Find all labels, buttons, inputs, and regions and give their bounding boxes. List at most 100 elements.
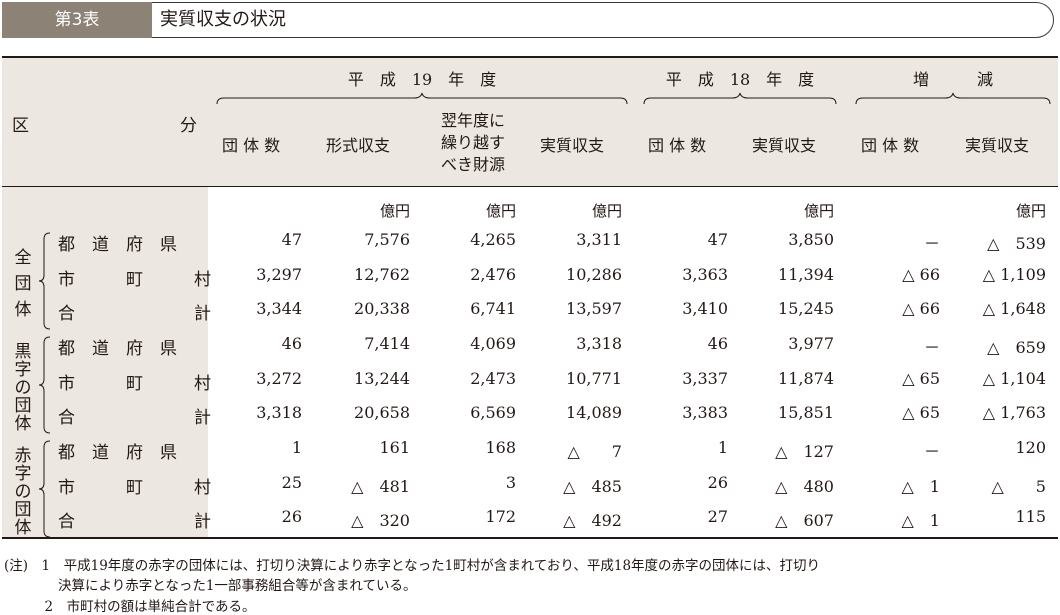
cell-h18-count: 1 (717, 438, 728, 457)
cell-h18-count: 3,383 (682, 403, 728, 423)
group-heading-h19: 平 成 19 年 度 (347, 70, 497, 89)
cell-h19-real: 14,089 (566, 403, 622, 423)
cell-h19-count: 26 (281, 507, 302, 527)
cell-change-real: 120 (1015, 438, 1046, 457)
cell-h19-real: 10,771 (566, 368, 622, 388)
cell-h19-carryover: 4,069 (470, 334, 516, 353)
row-label: 市 町 村 (58, 373, 211, 394)
col-h19-formal: 形式収支 (326, 136, 391, 155)
cell-h19-formal: 161 (379, 438, 410, 457)
header-bottom-rule (2, 186, 1058, 187)
cell-h18-count: 3,337 (682, 368, 728, 388)
cell-h19-formal: 7,414 (364, 334, 410, 353)
table-title: 実質収支の状況 (160, 9, 286, 30)
table-top-rule (2, 56, 1058, 58)
cell-h18-count: 27 (707, 507, 728, 527)
cell-h19-carryover: 6,569 (470, 403, 516, 423)
block-label: 赤字の団体 (14, 445, 32, 538)
cell-h18-real: △ 607 (775, 511, 834, 531)
col-h18-count: 団 体 数 (648, 136, 707, 155)
cell-change-real: △ 1,763 (982, 403, 1046, 423)
cell-h18-count: 3,410 (682, 299, 728, 319)
col-h19-real: 実質収支 (540, 136, 605, 155)
cell-change-real: △ 1,109 (982, 264, 1046, 284)
stub-label-ku: 区 (12, 116, 29, 136)
cell-change-count: － (923, 234, 940, 253)
unit-change-real: 億円 (1015, 202, 1046, 220)
stub-background (2, 187, 208, 537)
cell-h19-formal: 20,658 (354, 403, 410, 423)
block-brace (38, 336, 51, 434)
col-change-real: 実質収支 (965, 136, 1030, 155)
cell-change-real: △ 539 (987, 234, 1046, 253)
cell-h19-formal: △ 320 (351, 511, 410, 531)
cell-h19-formal: 12,762 (354, 264, 410, 284)
cell-change-count: － (923, 442, 940, 461)
cell-h19-carryover: 168 (485, 438, 516, 457)
cell-h19-real: △ 485 (563, 476, 622, 496)
unit-h19-formal: 億円 (379, 202, 410, 220)
unit-h18-real: 億円 (803, 202, 834, 220)
cell-h19-real: 3,318 (576, 334, 622, 353)
cell-h18-real: △ 480 (775, 476, 834, 496)
row-label: 都 道 府 県 (58, 443, 177, 463)
cell-h18-real: 15,851 (778, 403, 834, 423)
note-line-1: (注) 1 平成19年度の赤字の団体には、打切り決算により赤字となった1町村が含… (4, 558, 821, 574)
cell-change-count: △ 65 (902, 403, 940, 423)
row-label: 都 道 府 県 (58, 235, 177, 255)
cell-h19-formal: 20,338 (354, 299, 410, 319)
cell-h19-real: 3,311 (576, 230, 622, 249)
cell-h19-count: 25 (281, 472, 302, 492)
row-label: 合 計 (58, 408, 211, 429)
cell-h19-formal: 7,576 (364, 230, 410, 249)
table-number-label: 第3表 (2, 2, 152, 38)
cell-h19-formal: △ 481 (351, 476, 410, 496)
cell-h19-carryover: 6,741 (470, 299, 516, 319)
brace-h19 (216, 92, 628, 105)
cell-h19-count: 46 (281, 334, 302, 353)
cell-h19-real: 10,286 (566, 264, 622, 284)
cell-h18-count: 47 (707, 230, 728, 249)
cell-change-count: △ 65 (902, 368, 940, 388)
note-line-3: 2 市町村の額は単純合計である。 (4, 599, 256, 615)
cell-change-count: △ 1 (901, 476, 941, 496)
cell-h19-real: △ 7 (567, 442, 623, 461)
cell-change-count: △ 66 (902, 264, 940, 284)
row-label: 合 計 (58, 512, 211, 533)
row-label: 市 町 村 (58, 269, 211, 290)
cell-h19-formal: 13,244 (354, 368, 410, 388)
cell-change-real: 115 (1015, 507, 1046, 527)
cell-change-count: △ 1 (901, 511, 941, 531)
cell-change-real: △ 1,648 (982, 299, 1046, 319)
cell-h19-count: 47 (281, 230, 302, 249)
cell-h18-count: 26 (707, 472, 728, 492)
cell-h19-carryover: 2,476 (470, 264, 516, 284)
block-label: 黒字の団体 (14, 341, 32, 434)
unit-h19-carryover: 億円 (485, 202, 516, 220)
cell-h18-real: 3,977 (788, 334, 834, 353)
stub-label-bun: 分 (180, 116, 197, 136)
block-label: 全団体 (14, 247, 32, 320)
cell-h19-count: 3,297 (256, 264, 302, 284)
cell-change-real: △ 5 (991, 476, 1047, 496)
cell-change-real: △ 659 (987, 338, 1046, 357)
cell-h19-count: 3,344 (256, 299, 302, 319)
cell-h18-count: 3,363 (682, 264, 728, 284)
row-label: 市 町 村 (58, 477, 211, 498)
row-label: 合 計 (58, 304, 211, 325)
cell-change-count: － (923, 338, 940, 357)
cell-change-real: △ 1,104 (982, 368, 1046, 388)
cell-h19-carryover: 4,265 (470, 230, 516, 249)
note-line-2: 決算により赤字となった1一部事務組合等が含まれている。 (4, 578, 417, 594)
cell-h19-real: △ 492 (563, 511, 622, 531)
group-heading-change: 増 減 (912, 70, 993, 89)
cell-h19-carryover: 2,473 (470, 368, 516, 388)
cell-h18-count: 46 (707, 334, 728, 353)
cell-h18-real: △ 127 (775, 442, 834, 461)
block-brace (38, 440, 51, 538)
cell-h18-real: 3,850 (788, 230, 834, 249)
brace-change (855, 92, 1051, 105)
row-label: 都 道 府 県 (58, 339, 177, 359)
col-change-count: 団 体 数 (861, 136, 920, 155)
cell-h18-real: 11,394 (778, 264, 834, 284)
